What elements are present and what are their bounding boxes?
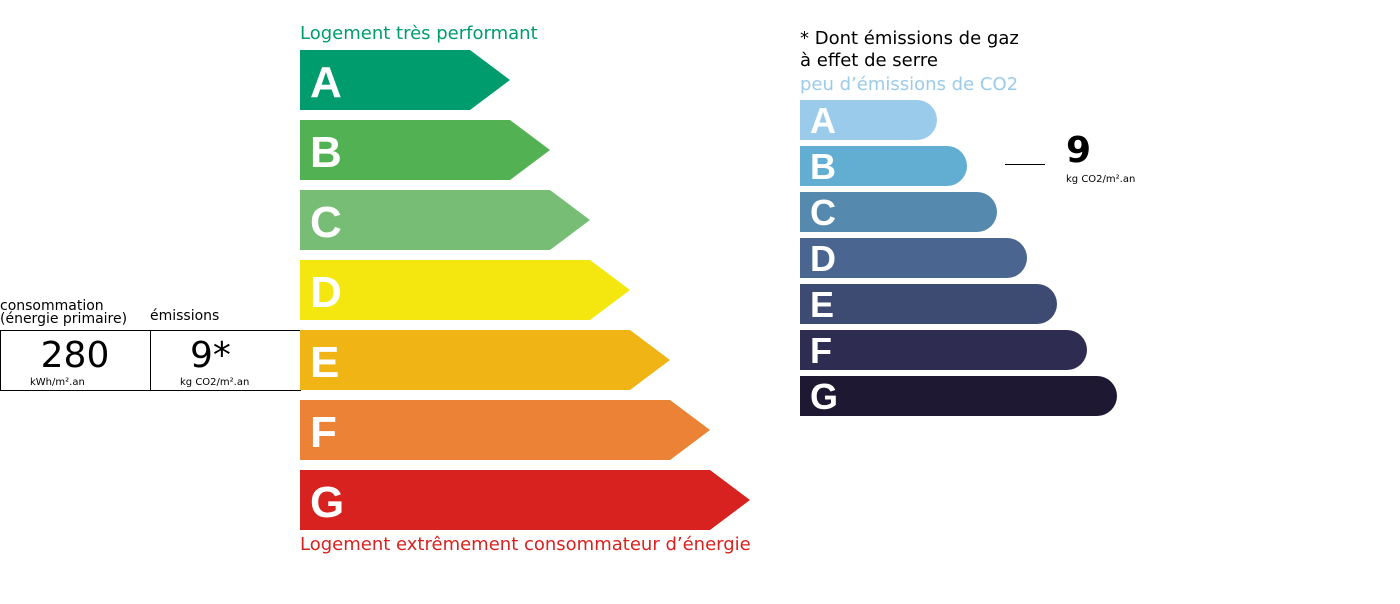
- ghg-value: 9: [1066, 130, 1091, 171]
- ghg-note: * Dont émissions de gaz: [800, 28, 1019, 49]
- ghg-class-letter: E: [810, 284, 834, 325]
- ghg-class-bar: [800, 146, 967, 186]
- energy-class-letter: D: [310, 268, 342, 317]
- ghg-class-bar: [800, 100, 937, 140]
- ghg-class-letter: B: [810, 146, 836, 187]
- emissions-value: 9*: [190, 335, 231, 376]
- ghg-class-bar: [800, 376, 1117, 416]
- ghg-class-letter: D: [810, 238, 836, 279]
- ghg-class-letter: C: [810, 192, 836, 233]
- energy-class-arrow: [300, 190, 590, 250]
- consumption-label: consommation: [0, 298, 104, 314]
- energy-class-letter: G: [310, 478, 344, 527]
- consumption-unit: kWh/m².an: [30, 377, 85, 388]
- ghg-class-bar: [800, 284, 1057, 324]
- energy-class-letter: C: [310, 198, 342, 247]
- energy-class-arrow: [300, 330, 670, 390]
- energy-class-letter: B: [310, 128, 342, 177]
- emissions-unit: kg CO2/m².an: [180, 377, 249, 388]
- ghg-class-letter: A: [810, 100, 836, 141]
- energy-class-arrow: [300, 470, 750, 530]
- ghg-class-letter: G: [810, 376, 838, 417]
- ghg-top-label: peu d’émissions de CO2: [800, 74, 1018, 95]
- energy-class-arrow: [300, 120, 550, 180]
- ghg-note: à effet de serre: [800, 50, 938, 71]
- ghg-class-letter: F: [810, 330, 832, 371]
- emissions-label: émissions: [150, 308, 219, 324]
- ghg-class-bar: [800, 192, 997, 232]
- energy-class-letter: F: [310, 408, 337, 457]
- ghg-unit: kg CO2/m².an: [1066, 174, 1135, 185]
- energy-class-arrow: [300, 50, 510, 110]
- energy-top-label: Logement très performant: [300, 23, 538, 44]
- energy-bottom-label: Logement extrêmement consommateur d’éner…: [300, 534, 751, 555]
- consumption-label: (énergie primaire): [0, 311, 127, 327]
- energy-class-arrow: [300, 400, 710, 460]
- consumption-value: 280: [41, 335, 110, 376]
- energy-class-letter: E: [310, 338, 339, 387]
- energy-class-arrow: [300, 260, 630, 320]
- energy-class-letter: A: [310, 58, 342, 107]
- ghg-class-bar: [800, 330, 1087, 370]
- ghg-class-bar: [800, 238, 1027, 278]
